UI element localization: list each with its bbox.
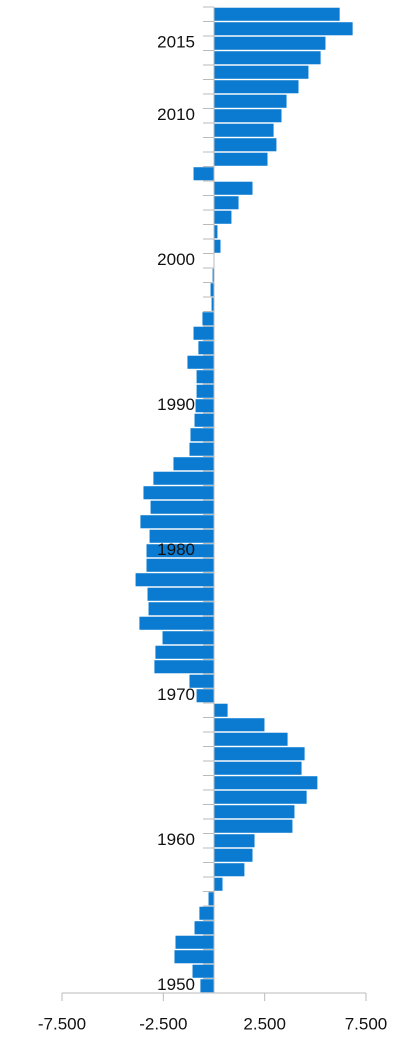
bar [175, 936, 214, 949]
bar [195, 921, 214, 934]
bar [151, 501, 214, 514]
bar [198, 341, 214, 354]
bar [193, 965, 214, 978]
bar [214, 747, 305, 760]
y-tick-label: 1990 [157, 395, 195, 414]
bar [214, 240, 220, 253]
bar [214, 805, 294, 818]
y-tick-label: 1950 [157, 975, 195, 994]
bar [155, 646, 214, 659]
y-tick-label: 1980 [157, 540, 195, 559]
bar [214, 718, 264, 731]
bar [194, 167, 214, 180]
bar [154, 660, 214, 673]
bar [214, 22, 353, 35]
bar [174, 950, 214, 963]
bar [214, 791, 307, 804]
y-tick-label: 2000 [157, 250, 195, 269]
bar [202, 312, 214, 325]
bar [214, 124, 274, 137]
bar [187, 356, 214, 369]
bar [214, 820, 292, 833]
bar [214, 80, 299, 93]
bar [197, 385, 214, 398]
bar [195, 414, 214, 427]
bar [214, 196, 239, 209]
bar [214, 225, 217, 238]
bar [190, 428, 214, 441]
bar [194, 327, 214, 340]
bar [214, 153, 268, 166]
bar [214, 66, 308, 79]
x-tick-label: 7.500 [345, 1014, 388, 1033]
bar [211, 283, 214, 296]
bar [214, 733, 288, 746]
bar [189, 443, 214, 456]
bar [139, 617, 214, 630]
bar [209, 892, 214, 905]
bar [214, 211, 231, 224]
bar [214, 834, 255, 847]
bar [197, 370, 214, 383]
bar [163, 631, 214, 644]
bar [214, 776, 317, 789]
bar [214, 37, 325, 50]
bar [214, 109, 281, 122]
y-tick-label: 1970 [157, 685, 195, 704]
bar [214, 849, 253, 862]
x-tick-label: 2.500 [243, 1014, 286, 1033]
x-tick-label: -7.500 [38, 1014, 86, 1033]
bar [214, 95, 287, 108]
bar [197, 689, 214, 702]
bar [136, 573, 214, 586]
bar [214, 863, 244, 876]
bar [199, 907, 214, 920]
bar [214, 182, 253, 195]
bar [149, 602, 214, 615]
bar [214, 704, 228, 717]
bar [214, 51, 321, 64]
bar [148, 588, 214, 601]
bar [143, 486, 214, 499]
bar [173, 457, 214, 470]
bar [214, 8, 340, 21]
bar [214, 878, 223, 891]
x-tick-label: -2.500 [139, 1014, 187, 1033]
bar [214, 762, 302, 775]
bar [200, 979, 214, 992]
y-tick-label: 2010 [157, 105, 195, 124]
y-tick-label: 1960 [157, 830, 195, 849]
bar [153, 472, 214, 485]
bar [140, 515, 214, 528]
bar [196, 399, 214, 412]
y-tick-label: 2015 [157, 33, 195, 52]
bar [214, 138, 276, 151]
bar [147, 559, 214, 572]
